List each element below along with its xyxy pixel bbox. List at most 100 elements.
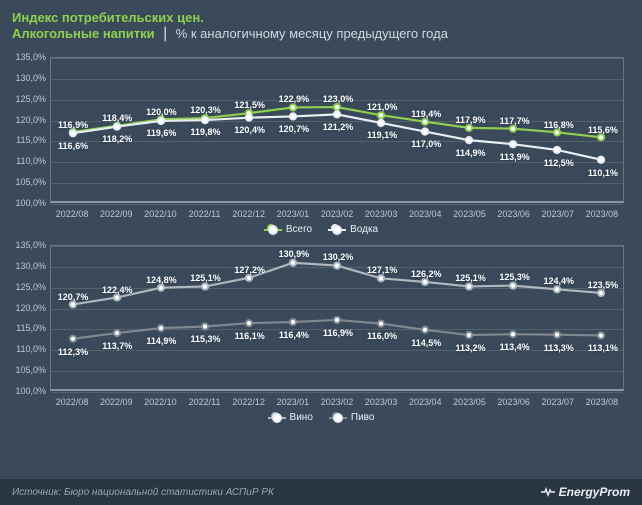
series-marker [334, 111, 340, 117]
x-tick-label: 2023/08 [586, 397, 619, 407]
point-label: 130,2% [323, 252, 354, 262]
legend-item: Всего [264, 224, 312, 235]
x-tick-label: 2023/07 [541, 209, 574, 219]
x-tick-label: 2023/05 [453, 397, 486, 407]
point-label: 116,0% [367, 331, 397, 341]
series-marker [290, 113, 296, 119]
series-marker [466, 332, 472, 338]
series-marker [422, 119, 428, 125]
legend-label: Вино [290, 412, 313, 423]
series-marker [290, 104, 296, 110]
grid-line [51, 204, 623, 205]
series-marker [422, 279, 428, 285]
legend-swatch [268, 417, 286, 419]
point-label: 120,7% [58, 292, 89, 302]
x-tick-label: 2023/02 [321, 397, 354, 407]
legend-item: Вино [268, 412, 313, 423]
point-label: 114,5% [411, 338, 441, 348]
point-label: 120,0% [146, 107, 177, 117]
chart-top: 116,9%118,4%120,0%120,3%121,5%122,9%123,… [12, 53, 630, 233]
source-text: Источник: Бюро национальной статистики А… [12, 487, 274, 498]
point-label: 125,1% [190, 273, 221, 283]
series-marker [70, 301, 76, 307]
x-tick-label: 2023/01 [277, 209, 310, 219]
legend-label: Всего [286, 224, 312, 235]
y-tick-label: 120,0% [12, 115, 46, 125]
point-label: 113,3% [544, 343, 574, 353]
point-label: 116,8% [544, 120, 574, 130]
brand: EnergyProm [541, 485, 630, 499]
x-tick-label: 2023/04 [409, 397, 442, 407]
point-label: 119,6% [146, 128, 176, 138]
point-label: 124,4% [544, 276, 575, 286]
point-label: 125,1% [455, 273, 486, 283]
point-label: 113,4% [500, 342, 530, 352]
point-label: 116,9% [58, 120, 88, 130]
point-label: 120,4% [234, 125, 265, 135]
y-tick-label: 130,0% [12, 261, 46, 271]
footer: Источник: Бюро национальной статистики А… [0, 479, 642, 505]
point-label: 123,0% [323, 94, 354, 104]
legend-item: Водка [328, 224, 378, 235]
x-tick-label: 2022/10 [144, 209, 177, 219]
point-label: 112,5% [544, 158, 574, 168]
x-tick-label: 2023/05 [453, 209, 486, 219]
legend-swatch [329, 417, 347, 419]
point-label: 114,9% [455, 148, 485, 158]
point-label: 121,0% [367, 102, 398, 112]
y-tick-label: 115,0% [12, 135, 46, 145]
series-marker [246, 115, 252, 121]
y-tick-label: 100,0% [12, 198, 46, 208]
legend-label: Водка [350, 224, 378, 235]
legend-label: Пиво [351, 412, 375, 423]
x-tick-label: 2023/06 [497, 397, 530, 407]
x-tick-label: 2023/02 [321, 209, 354, 219]
grid-line [51, 392, 623, 393]
point-label: 118,4% [102, 113, 132, 123]
x-tick-label: 2022/10 [144, 397, 177, 407]
point-label: 115,3% [191, 334, 221, 344]
legend-swatch [328, 229, 346, 231]
series-marker [70, 336, 76, 342]
title-line-2: Алкогольные напитки [12, 26, 155, 41]
y-tick-label: 110,0% [12, 156, 46, 166]
x-tick-label: 2022/09 [100, 397, 133, 407]
series-marker [378, 320, 384, 326]
series-marker [554, 147, 560, 153]
point-label: 117,7% [500, 116, 530, 126]
y-tick-label: 105,0% [12, 177, 46, 187]
series-marker [70, 130, 76, 136]
title-line-1: Индекс потребительских цен. [12, 10, 630, 25]
point-label: 114,9% [146, 336, 176, 346]
point-label: 127,2% [234, 265, 265, 275]
line-layer [51, 246, 623, 389]
series-marker [466, 283, 472, 289]
point-label: 127,1% [367, 265, 398, 275]
x-tick-label: 2022/12 [232, 397, 265, 407]
series-marker [202, 323, 208, 329]
legend-item: Пиво [329, 412, 375, 423]
point-label: 126,2% [411, 269, 442, 279]
series-marker [114, 124, 120, 130]
point-label: 119,1% [367, 130, 397, 140]
y-tick-label: 100,0% [12, 386, 46, 396]
series-marker [334, 262, 340, 268]
x-tick-label: 2022/08 [56, 397, 89, 407]
plot-area: 116,9%118,4%120,0%120,3%121,5%122,9%123,… [50, 57, 624, 203]
charts-area: 116,9%118,4%120,0%120,3%121,5%122,9%123,… [0, 49, 642, 421]
point-label: 113,2% [455, 343, 485, 353]
point-label: 121,2% [323, 122, 354, 132]
point-label: 116,6% [58, 141, 88, 151]
series-marker [554, 129, 560, 135]
point-label: 119,4% [411, 109, 441, 119]
point-label: 130,9% [279, 249, 310, 259]
x-tick-label: 2023/08 [586, 209, 619, 219]
point-label: 113,9% [500, 152, 530, 162]
y-tick-label: 120,0% [12, 303, 46, 313]
point-label: 115,6% [588, 125, 618, 135]
x-tick-label: 2022/11 [189, 397, 221, 407]
series-marker [598, 134, 604, 140]
point-label: 113,7% [102, 341, 132, 351]
series-marker [510, 331, 516, 337]
point-label: 117,9% [455, 115, 485, 125]
